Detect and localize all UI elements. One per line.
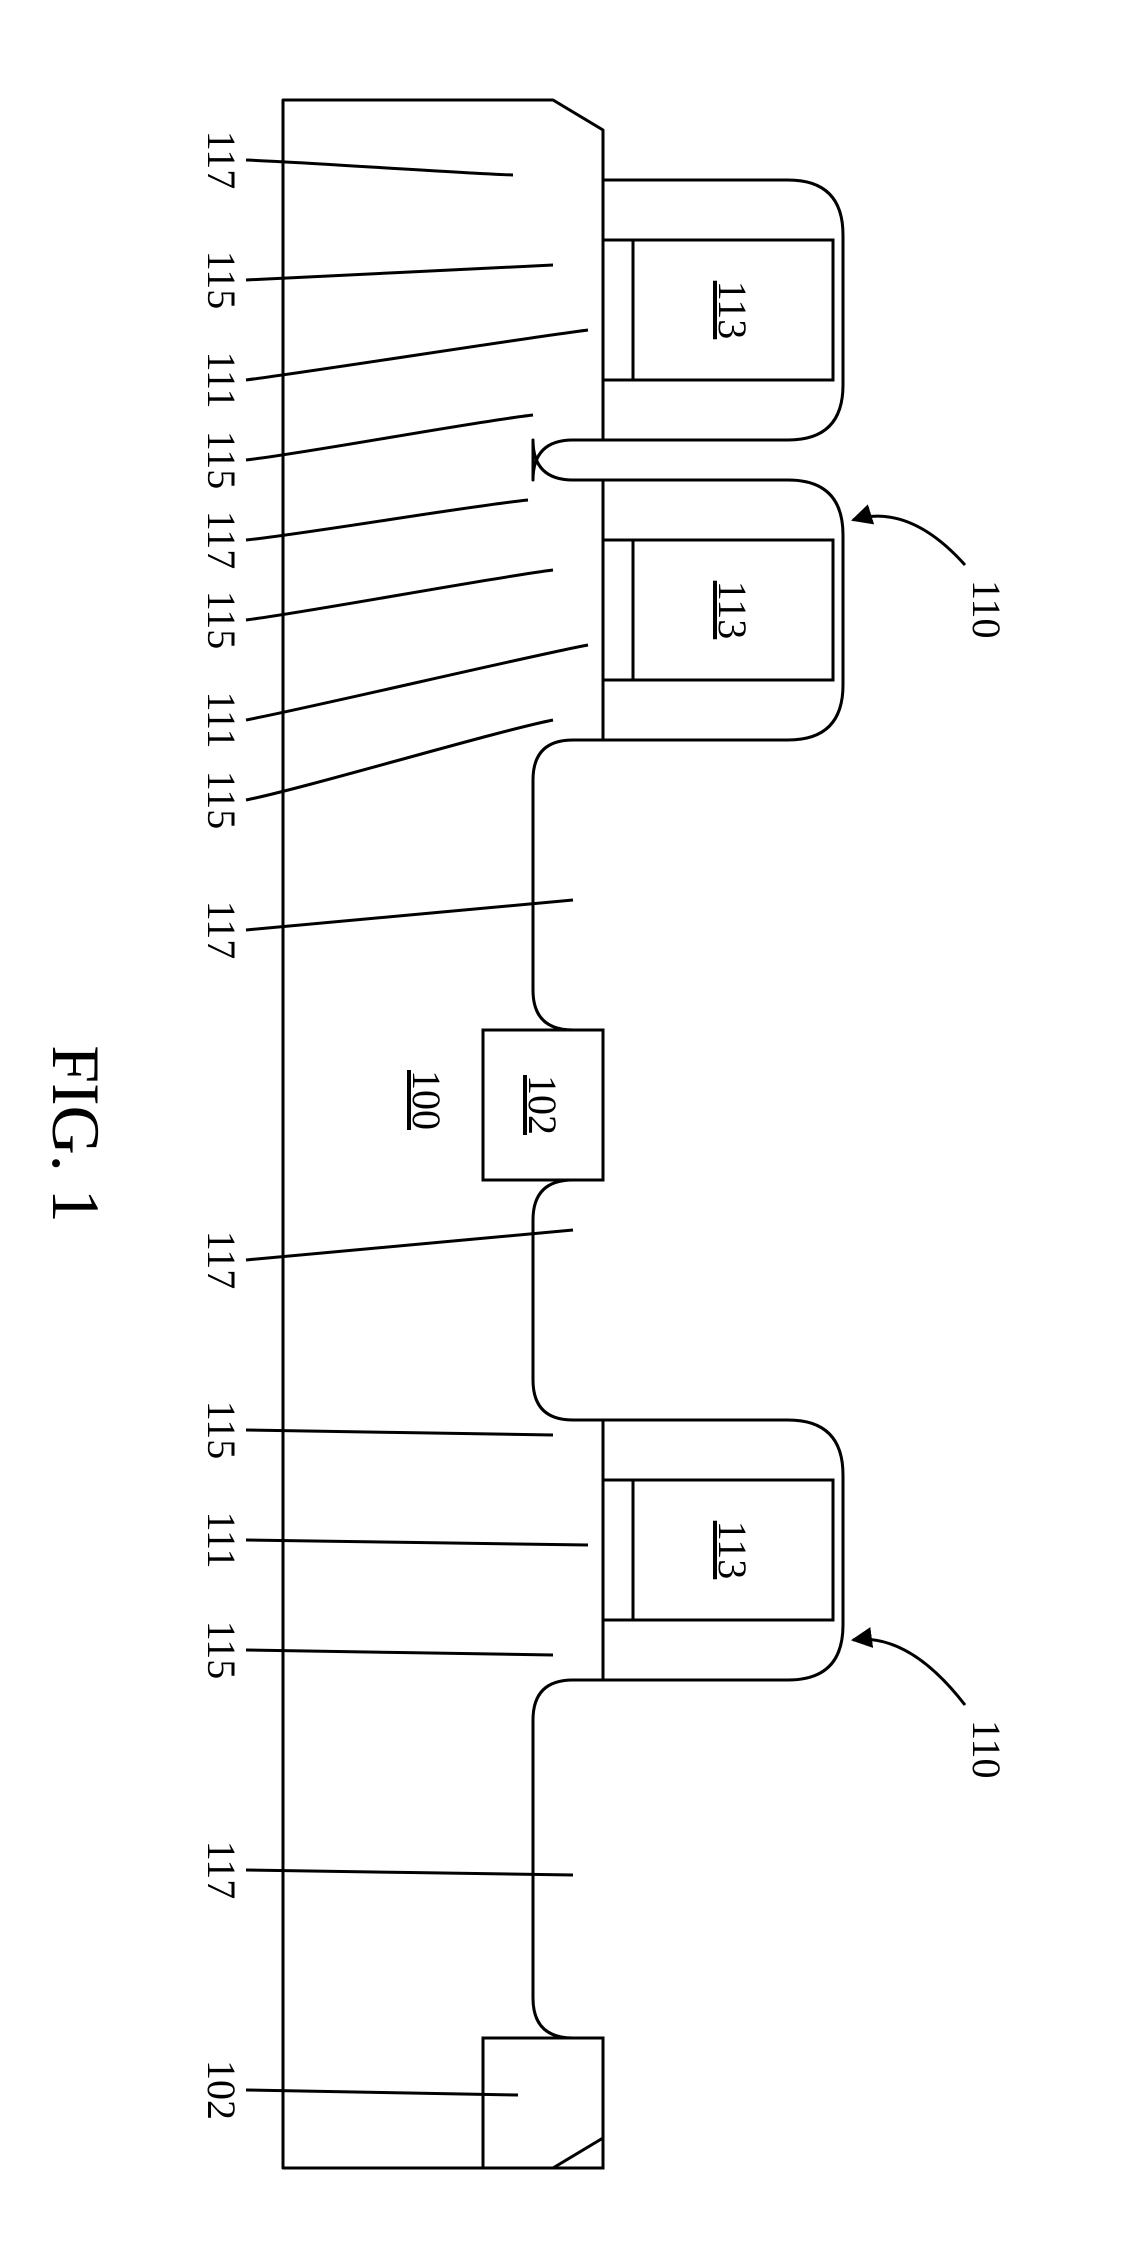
callout-arrow — [853, 1639, 965, 1705]
ref-label: 115 — [199, 431, 244, 490]
ref-label: 115 — [199, 771, 244, 830]
ref-label: 115 — [199, 1621, 244, 1680]
callout-arrow — [853, 516, 965, 565]
leader-line — [246, 900, 573, 930]
leader-line — [246, 1870, 573, 1875]
substrate-label: 100 — [404, 1070, 449, 1130]
leader-line — [246, 330, 588, 380]
leader-line — [246, 1650, 553, 1655]
ref-label: 111 — [199, 691, 244, 748]
ref-label: 115 — [199, 1401, 244, 1460]
leader-line — [246, 265, 553, 280]
isolation-label: 102 — [520, 1075, 565, 1135]
gate-oxide — [603, 540, 633, 680]
ref-label: 102 — [199, 2060, 244, 2120]
leader-line — [246, 2090, 518, 2095]
gate-label: 113 — [710, 581, 755, 640]
gate-label: 113 — [710, 281, 755, 340]
leader-line — [246, 160, 513, 175]
ref-label: 117 — [199, 511, 244, 570]
leader-line — [246, 1430, 553, 1435]
ref-label: 117 — [199, 1231, 244, 1290]
leader-line — [246, 500, 528, 540]
gate-oxide — [603, 1480, 633, 1620]
leader-line — [246, 645, 588, 720]
gate-label: 113 — [710, 1521, 755, 1580]
ref-label: 115 — [199, 251, 244, 310]
ref-label: 111 — [199, 1511, 244, 1568]
leader-line — [246, 1230, 573, 1260]
callout-label: 110 — [964, 1720, 1009, 1779]
ref-label: 117 — [199, 131, 244, 190]
leader-line — [246, 720, 553, 800]
leader-line — [246, 1540, 588, 1545]
ref-label: 115 — [199, 591, 244, 650]
callout-label: 110 — [964, 580, 1009, 639]
leader-line — [246, 415, 533, 460]
figure-caption: FIG. 1 — [38, 1045, 114, 1223]
gate-oxide — [603, 240, 633, 380]
figure-svg: 100 102 113 113 113 110 110 117 115 111 115 117 115 1… — [0, 0, 1143, 2268]
ref-label: 117 — [199, 901, 244, 960]
ref-label: 111 — [199, 351, 244, 408]
ref-label: 117 — [199, 1841, 244, 1900]
leader-line — [246, 570, 553, 620]
